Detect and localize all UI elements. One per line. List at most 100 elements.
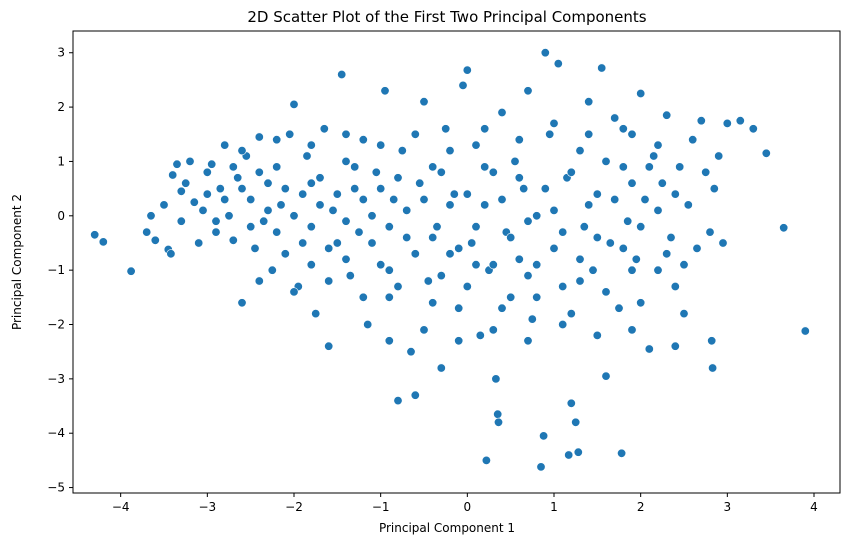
data-point: [432, 222, 442, 232]
data-point: [540, 48, 550, 58]
data-point: [722, 118, 732, 128]
data-point: [506, 233, 516, 243]
data-point: [575, 146, 585, 156]
data-point: [688, 135, 698, 145]
data-point: [523, 271, 533, 281]
data-point: [527, 314, 537, 324]
data-point: [653, 140, 663, 150]
data-point: [315, 200, 325, 210]
data-point: [631, 254, 641, 264]
data-point: [202, 189, 212, 199]
data-point: [445, 146, 455, 156]
plot-frame: [72, 30, 841, 494]
data-point: [553, 59, 563, 69]
data-point: [306, 222, 316, 232]
data-point: [679, 309, 689, 319]
data-point: [573, 447, 583, 457]
x-tick-label: 3: [724, 500, 732, 514]
data-point: [627, 129, 637, 139]
data-point: [445, 200, 455, 210]
data-point: [410, 390, 420, 400]
data-point: [207, 159, 217, 169]
data-point: [735, 116, 745, 126]
data-point: [289, 287, 299, 297]
y-tick-label: −5: [47, 481, 65, 495]
data-point: [272, 227, 282, 237]
data-point: [475, 330, 485, 340]
data-point: [653, 265, 663, 275]
data-point: [302, 151, 312, 161]
data-point: [341, 129, 351, 139]
data-point: [564, 450, 574, 460]
data-point: [215, 184, 225, 194]
data-point: [653, 205, 663, 215]
data-point: [224, 211, 234, 221]
data-point: [220, 195, 230, 205]
data-point: [402, 233, 412, 243]
data-point: [614, 303, 624, 313]
data-point: [800, 326, 810, 336]
data-point: [493, 409, 503, 419]
data-point: [592, 233, 602, 243]
x-tick-label: −4: [112, 500, 130, 514]
y-tick-label: 3: [57, 46, 65, 60]
data-point: [675, 162, 685, 172]
data-point: [610, 195, 620, 205]
data-point: [298, 238, 308, 248]
data-point: [324, 341, 334, 351]
data-point: [159, 200, 169, 210]
data-point: [250, 243, 260, 253]
data-point: [272, 162, 282, 172]
data-point: [324, 243, 334, 253]
data-point: [289, 211, 299, 221]
data-point: [523, 86, 533, 96]
data-point: [358, 135, 368, 145]
data-point: [488, 325, 498, 335]
data-point: [454, 243, 464, 253]
data-point: [558, 319, 568, 329]
data-point: [358, 195, 368, 205]
x-tick-label: 2: [637, 500, 645, 514]
data-point: [592, 189, 602, 199]
data-point: [480, 200, 490, 210]
data-point: [172, 159, 182, 169]
data-point: [618, 243, 628, 253]
data-point: [519, 184, 529, 194]
data-point: [714, 151, 724, 161]
data-point: [532, 211, 542, 221]
data-point: [584, 97, 594, 107]
data-point: [311, 309, 321, 319]
data-point: [480, 124, 490, 134]
data-point: [454, 336, 464, 346]
data-point: [471, 222, 481, 232]
data-point: [692, 243, 702, 253]
data-point: [237, 146, 247, 156]
data-point: [549, 118, 559, 128]
data-point: [246, 222, 256, 232]
data-point: [696, 116, 706, 126]
data-point: [285, 129, 295, 139]
data-point: [623, 216, 633, 226]
data-point: [545, 129, 555, 139]
data-point: [644, 344, 654, 354]
data-point: [514, 135, 524, 145]
data-point: [627, 265, 637, 275]
data-point: [267, 265, 277, 275]
x-tick-label: 1: [550, 500, 558, 514]
data-point: [709, 184, 719, 194]
data-point: [389, 195, 399, 205]
data-point: [332, 238, 342, 248]
data-point: [363, 319, 373, 329]
data-point: [718, 238, 728, 248]
data-point: [246, 195, 256, 205]
y-tick-label: 2: [57, 100, 65, 114]
data-point: [549, 205, 559, 215]
data-point: [259, 216, 269, 226]
data-point: [707, 336, 717, 346]
data-point: [571, 417, 581, 427]
x-tick-label: 4: [810, 500, 818, 514]
data-point: [510, 156, 520, 166]
data-point: [436, 271, 446, 281]
data-point: [194, 238, 204, 248]
data-point: [237, 298, 247, 308]
